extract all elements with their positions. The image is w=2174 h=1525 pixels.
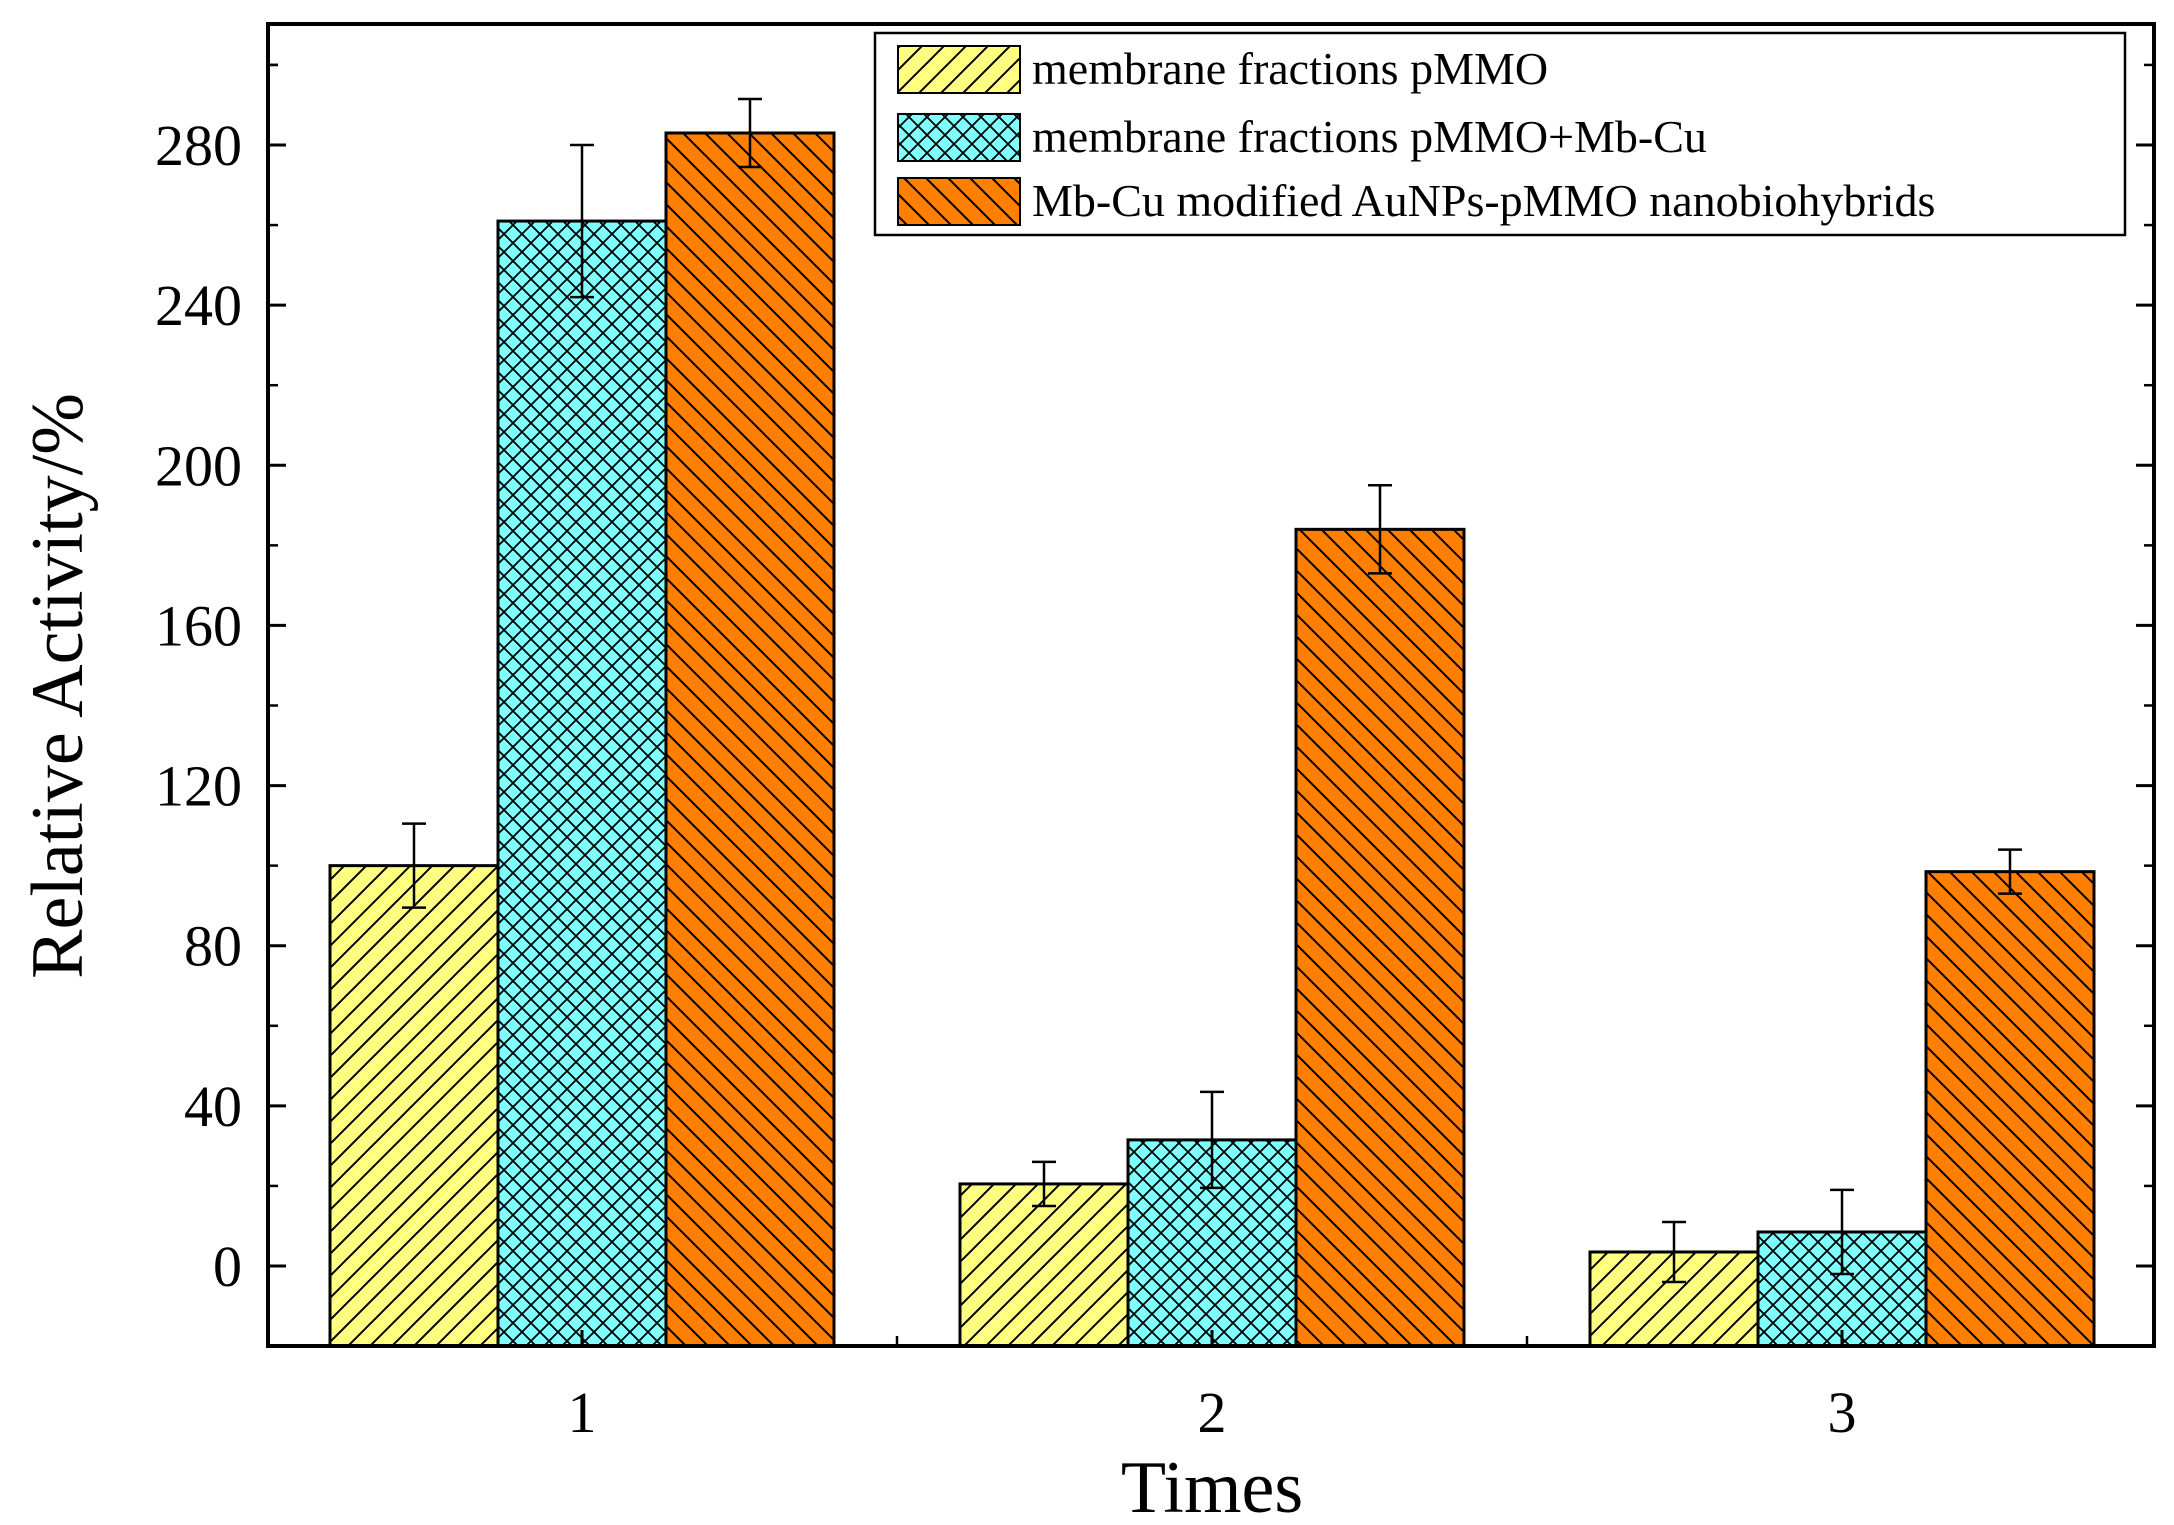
y-tick-label: 240 xyxy=(155,273,242,338)
bar-membrane-fractions-pmmo-2-hatch xyxy=(958,1182,1130,1348)
bar-membrane-fractions-pmmo-mb-cu-1 xyxy=(496,219,668,1348)
error-bar-membrane-fractions-pmmo-mb-cu-2 xyxy=(1200,1090,1224,1190)
x-tick-label: 1 xyxy=(568,1380,597,1445)
error-bar-membrane-fractions-pmmo-3 xyxy=(1662,1220,1686,1284)
legend-label-pmmo: membrane fractions pMMO xyxy=(1032,43,1548,94)
bar-mb-cu-modified-aunps-pmmo-nanobiohybrids-1-hatch xyxy=(664,131,836,1348)
x-axis-label: Times xyxy=(1121,1447,1303,1525)
y-tick-label: 80 xyxy=(184,914,242,979)
legend-item: membrane fractions pMMO+Mb-Cu xyxy=(897,111,1707,162)
x-tick-label: 3 xyxy=(1828,1380,1857,1445)
bar-membrane-fractions-pmmo-2 xyxy=(958,1182,1130,1348)
bar-mb-cu-modified-aunps-pmmo-nanobiohybrids-3-hatch xyxy=(1924,870,2096,1348)
errorbars-layer xyxy=(402,97,2022,1284)
bars-layer xyxy=(328,131,2096,1348)
legend-item: Mb-Cu modified AuNPs-pMMO nanobiohybrids xyxy=(897,175,1935,226)
bar-mb-cu-modified-aunps-pmmo-nanobiohybrids-3 xyxy=(1924,870,2096,1348)
legend-item: membrane fractions pMMO xyxy=(897,43,1548,94)
y-tick-label: 200 xyxy=(155,433,242,498)
error-bar-membrane-fractions-pmmo-mb-cu-1 xyxy=(570,143,594,299)
error-bar-membrane-fractions-pmmo-2 xyxy=(1032,1160,1056,1208)
bar-membrane-fractions-pmmo-1-hatch xyxy=(328,864,500,1348)
y-tick-label: 280 xyxy=(155,113,242,178)
y-tick-label: 120 xyxy=(155,754,242,819)
bar-membrane-fractions-pmmo-mb-cu-1-hatch xyxy=(496,219,668,1348)
legend: membrane fractions pMMO membrane fractio… xyxy=(873,31,2127,237)
x-axis: 1 2 3 xyxy=(568,1330,1857,1445)
y-tick-label: 160 xyxy=(155,593,242,658)
legend-swatch-pmmo-mbcu-pattern xyxy=(897,113,1021,162)
error-bar-mb-cu-modified-aunps-pmmo-nanobiohybrids-2 xyxy=(1368,484,1392,575)
bar-membrane-fractions-pmmo-1 xyxy=(328,864,500,1348)
legend-swatch-pmmo-pattern xyxy=(897,45,1021,94)
error-bar-membrane-fractions-pmmo-1 xyxy=(402,822,426,909)
legend-label-nanobiohybrids: Mb-Cu modified AuNPs-pMMO nanobiohybrids xyxy=(1032,175,1935,226)
error-bar-membrane-fractions-pmmo-mb-cu-3 xyxy=(1830,1188,1854,1276)
error-bar-mb-cu-modified-aunps-pmmo-nanobiohybrids-3 xyxy=(1998,848,2022,895)
y-axis-label: Relative Activity/% xyxy=(17,393,99,979)
legend-swatch-nanobiohybrids-pattern xyxy=(897,177,1021,226)
error-bar-mb-cu-modified-aunps-pmmo-nanobiohybrids-1 xyxy=(738,97,762,169)
bar-mb-cu-modified-aunps-pmmo-nanobiohybrids-2-hatch xyxy=(1294,527,1466,1348)
legend-box xyxy=(873,31,2127,237)
legend-label-pmmo-mbcu: membrane fractions pMMO+Mb-Cu xyxy=(1032,111,1707,162)
y-tick-label: 40 xyxy=(184,1074,242,1139)
y-tick-label: 0 xyxy=(213,1234,242,1299)
y-axis: 0 40 80 120 160 200 240 280 xyxy=(155,63,2154,1299)
x-tick-label: 2 xyxy=(1198,1380,1227,1445)
bar-mb-cu-modified-aunps-pmmo-nanobiohybrids-2 xyxy=(1294,527,1466,1348)
bar-mb-cu-modified-aunps-pmmo-nanobiohybrids-1 xyxy=(664,131,836,1348)
